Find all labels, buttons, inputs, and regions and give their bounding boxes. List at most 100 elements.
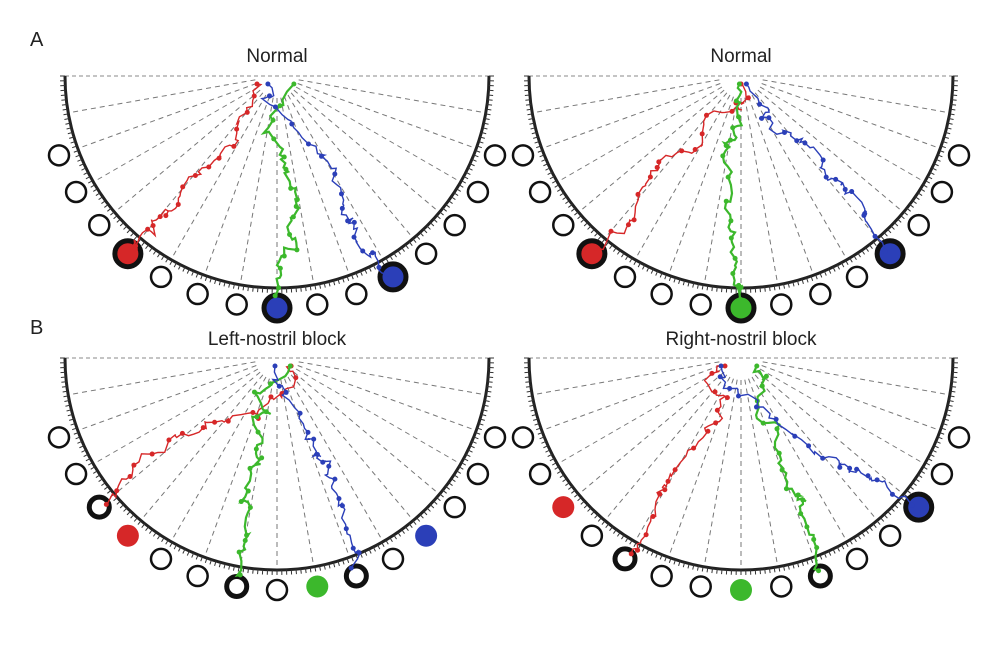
rim-tick xyxy=(584,505,588,508)
trajectory-dot xyxy=(344,526,349,531)
trajectory-dot xyxy=(736,393,741,398)
rim-tick xyxy=(430,505,434,508)
trajectory-dot xyxy=(728,138,733,143)
trajectory-dot xyxy=(814,545,819,550)
trajectory-dot xyxy=(730,109,735,114)
rim-tick xyxy=(420,514,423,518)
trajectory-dot xyxy=(360,248,365,253)
trajectory-dot xyxy=(158,214,163,219)
trajectory-dot xyxy=(609,229,614,234)
radial-line xyxy=(281,380,314,567)
trajectory-dot xyxy=(713,420,718,425)
rim-tick xyxy=(427,508,431,512)
trajectory-dot xyxy=(273,364,278,369)
trajectory-dot xyxy=(311,437,316,442)
trajectory-dot xyxy=(340,206,345,211)
radial-line xyxy=(240,98,273,285)
trajectory-dot xyxy=(728,218,733,223)
trajectory-dot xyxy=(635,548,640,553)
trajectory-dot xyxy=(718,374,723,379)
trajectory-dot xyxy=(339,191,344,196)
trajectory-dot xyxy=(883,249,888,254)
rim-tick xyxy=(712,286,713,291)
trajectory-dot xyxy=(254,414,259,419)
rim-tick xyxy=(591,229,594,233)
trajectory-dot xyxy=(294,204,299,209)
radial-line xyxy=(296,369,461,464)
trajectory-dot xyxy=(824,175,829,180)
trajectory-dot xyxy=(180,184,185,189)
trajectory-dot xyxy=(180,431,185,436)
port xyxy=(810,284,830,304)
rim-tick xyxy=(897,219,901,222)
rim-tick xyxy=(595,514,598,518)
trajectory-dot xyxy=(890,492,895,497)
trajectory-dot xyxy=(847,466,852,471)
port xyxy=(906,494,932,520)
rim-tick xyxy=(951,386,956,387)
rim-tick xyxy=(487,104,492,105)
trajectory-dot xyxy=(854,467,859,472)
rim-tick xyxy=(765,569,766,574)
trajectory-dot xyxy=(744,82,749,87)
port xyxy=(346,284,366,304)
trajectory-dot xyxy=(798,511,803,516)
rim-tick xyxy=(124,226,128,230)
trajectory-dot xyxy=(691,446,696,451)
trajectory-dot xyxy=(774,426,779,431)
trajectory-dot xyxy=(873,234,878,239)
trajectory-dot xyxy=(720,153,725,158)
trajectory-dot xyxy=(283,167,288,172)
port xyxy=(485,427,505,447)
port xyxy=(416,244,436,264)
trajectory-dot xyxy=(820,456,825,461)
rim-tick xyxy=(952,100,957,101)
trajectory-dot xyxy=(351,546,356,551)
trajectory-dot xyxy=(176,202,181,207)
trajectory-dot xyxy=(715,408,720,413)
rim-tick xyxy=(61,100,66,101)
trajectory-dot xyxy=(875,477,880,482)
trajectory-dot xyxy=(133,246,138,251)
port xyxy=(445,215,465,235)
trajectory-dot xyxy=(733,256,738,261)
port xyxy=(151,549,171,569)
radial-line xyxy=(288,377,383,542)
trajectory-dot xyxy=(794,138,799,143)
trajectory-dot xyxy=(238,572,243,577)
port xyxy=(306,575,328,597)
trajectory-dot xyxy=(849,189,854,194)
trajectory-dot xyxy=(760,384,765,389)
trajectory-dot xyxy=(332,172,337,177)
port xyxy=(877,241,903,267)
trajectory-dot xyxy=(288,364,293,369)
radial-line xyxy=(745,380,778,567)
trajectory-dot xyxy=(278,266,283,271)
trajectory-dot xyxy=(656,159,661,164)
trajectory-dot xyxy=(764,374,769,379)
trajectory-dot xyxy=(352,220,357,225)
trajectory-dot xyxy=(635,192,640,197)
port xyxy=(188,284,208,304)
trajectory-dot xyxy=(252,390,257,395)
rim-tick xyxy=(488,382,493,383)
trajectory-dot xyxy=(837,465,842,470)
port xyxy=(89,215,109,235)
trajectory-dot xyxy=(806,443,811,448)
trajectory-dot xyxy=(271,136,276,141)
rim-tick xyxy=(894,223,898,226)
trajectory-dot xyxy=(804,524,809,529)
trajectory-dot xyxy=(289,121,294,126)
rim-tick xyxy=(951,104,956,105)
trajectory-dot xyxy=(376,265,381,270)
trajectory-dot xyxy=(288,186,293,191)
radial-line xyxy=(557,87,722,182)
rim-tick xyxy=(588,508,592,512)
rim-tick xyxy=(124,508,128,512)
trajectory-dot xyxy=(713,389,718,394)
trajectory-dot xyxy=(757,102,762,107)
trajectory-dot xyxy=(340,503,345,508)
trajectory-dot xyxy=(679,148,684,153)
trajectory-dot xyxy=(250,410,255,415)
rim-tick xyxy=(581,501,585,504)
